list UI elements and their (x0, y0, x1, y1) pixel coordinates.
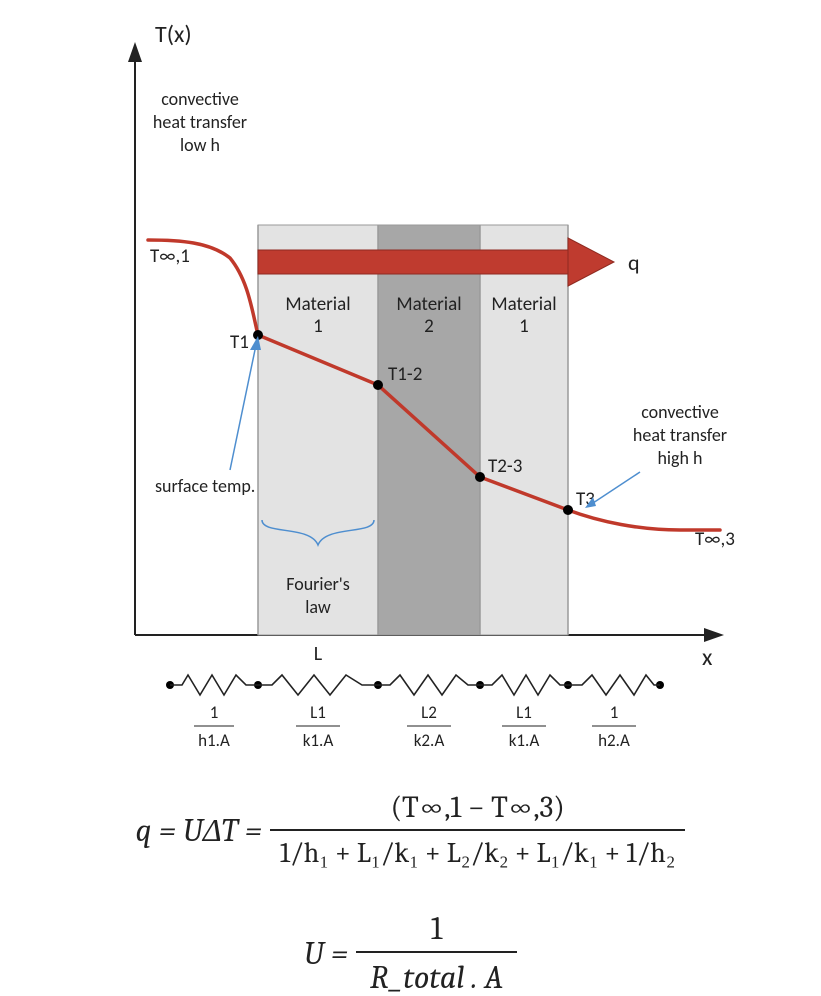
svg-text:L1: L1 (516, 702, 532, 723)
annot-surface-temp: surface temp. (155, 336, 261, 497)
svg-text:k1.A: k1.A (303, 730, 334, 751)
svg-text:heat transfer: heat transfer (633, 424, 727, 446)
svg-text:L1: L1 (310, 702, 326, 723)
svg-text:1: 1 (610, 702, 619, 723)
svg-text:L2: L2 (421, 702, 437, 723)
t-inf-1: T∞,1 (150, 245, 190, 268)
svg-text:k2.A: k2.A (414, 730, 445, 751)
svg-text:h2.A: h2.A (598, 730, 630, 751)
svg-text:high h: high h (657, 447, 702, 469)
eq1-numerator: (T∞,1 − T∞,3) (373, 790, 583, 829)
equation-U: U = 1 R_total . A (0, 910, 821, 996)
svg-text:Material: Material (396, 293, 461, 316)
equation-q: q = UΔT = (T∞,1 − T∞,3) 1/h₁ + L₁/k₁ + L… (0, 790, 821, 870)
svg-text:Material: Material (285, 293, 350, 316)
t12: T1-2 (388, 363, 422, 386)
arrow-line-icon (590, 472, 640, 505)
svg-text:Material: Material (491, 293, 556, 316)
t23: T2-3 (488, 455, 522, 478)
svg-text:surface temp.: surface temp. (155, 475, 255, 497)
L-label: L (314, 642, 323, 666)
svg-text:1: 1 (519, 315, 529, 338)
x-axis-label: x (702, 643, 713, 672)
svg-text:convective: convective (161, 88, 239, 110)
annot-convective-left: convective heat transfer low h (153, 88, 247, 156)
eq1-lhs: q = UΔT = (136, 812, 262, 849)
eq2-lhs: U = (304, 935, 348, 972)
svg-text:h1.A: h1.A (198, 730, 230, 751)
diagram-svg: T(x) x q Material 1 Material 2 Material … (0, 0, 821, 760)
svg-text:k1.A: k1.A (509, 730, 540, 751)
annot-convective-right: convective heat transfer high h (585, 401, 727, 508)
svg-text:1: 1 (313, 315, 323, 338)
heat-flow-label: q (628, 249, 640, 276)
eq2-denominator: R_total . A (356, 951, 517, 996)
svg-text:1: 1 (210, 702, 219, 723)
svg-text:law: law (305, 596, 331, 618)
svg-text:2: 2 (424, 315, 434, 338)
svg-text:convective: convective (641, 401, 719, 423)
t-inf-3: T∞,3 (695, 528, 735, 551)
resistor-labels: 1 h1.A L1 k1.A L2 k2.A L1 k1.A 1 h2.A (194, 702, 636, 751)
eq2-numerator: 1 (413, 910, 461, 951)
svg-text:low h: low h (180, 134, 220, 156)
y-axis-label: T(x) (155, 20, 192, 49)
arrow-line-icon (230, 345, 256, 470)
resistor-network (166, 675, 664, 695)
svg-text:heat transfer: heat transfer (153, 111, 247, 133)
t1: T1 (230, 331, 249, 354)
svg-text:Fourier's: Fourier's (286, 573, 350, 595)
